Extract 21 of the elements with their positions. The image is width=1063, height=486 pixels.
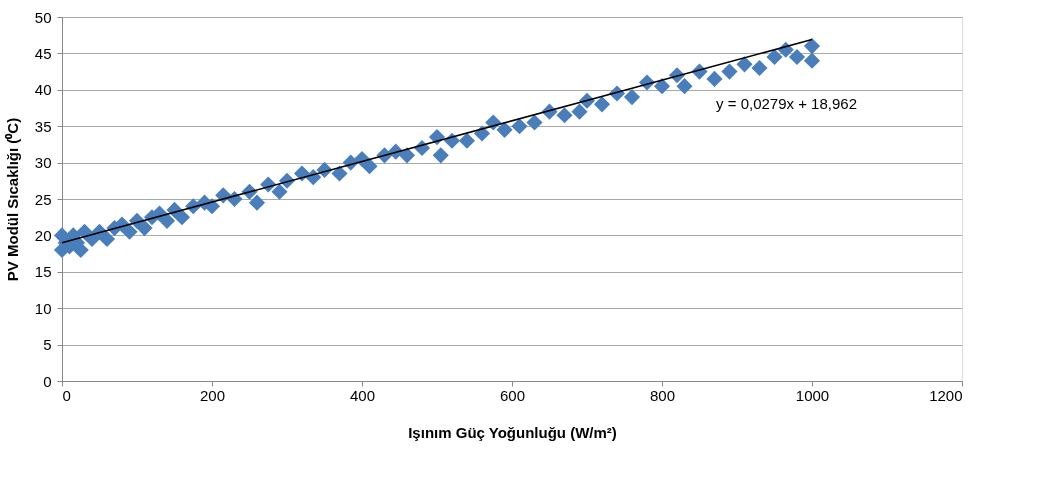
y-tick-label: 40	[34, 81, 52, 99]
x-tick-label: 0	[62, 386, 71, 404]
x-axis-title: Işınım Güç Yoğunluğu (W/m²)	[408, 423, 617, 441]
x-tick-label: 800	[649, 386, 676, 404]
y-tick-label: 20	[34, 226, 52, 244]
y-tick-label: 50	[34, 8, 52, 26]
y-tick-label: 10	[34, 299, 52, 317]
y-tick-label: 30	[34, 154, 52, 172]
y-tick-label: 35	[34, 117, 52, 135]
y-tick-label: 15	[34, 263, 52, 281]
x-tick-label: 1000	[795, 386, 830, 404]
x-tick-label: 600	[499, 386, 526, 404]
x-tick-label: 400	[349, 386, 376, 404]
y-tick-label: 0	[43, 372, 52, 390]
y-axis-title: PV Modül Sıcaklığı (⁰C)	[3, 117, 21, 282]
y-tick-label: 45	[34, 44, 52, 62]
y-tick-label: 5	[43, 336, 52, 354]
annotation: y = 0,0279x + 18,962	[716, 95, 857, 113]
x-tick-label: 1200	[929, 386, 963, 404]
x-tick-label: 200	[199, 386, 226, 404]
y-tick-label: 25	[34, 190, 52, 208]
